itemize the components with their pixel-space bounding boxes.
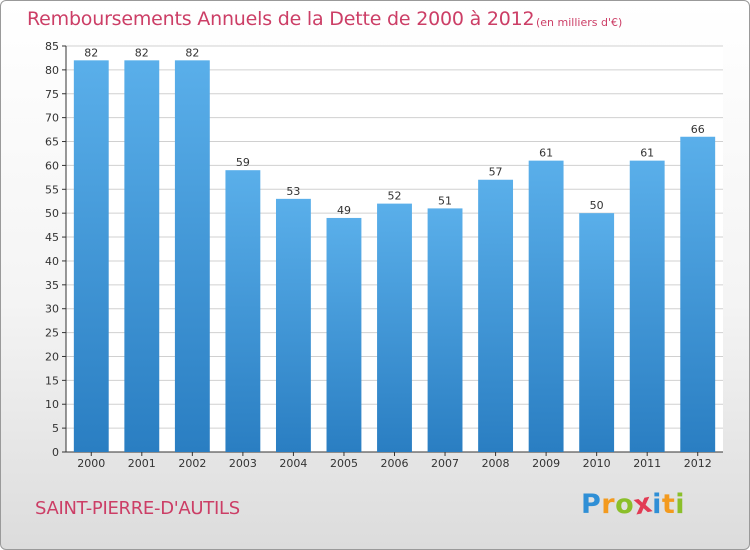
proxiti-logo: Proxiti	[581, 487, 686, 521]
x-tick-label: 2009	[532, 457, 560, 470]
y-tick-label: 75	[45, 88, 59, 101]
y-tick-label: 50	[45, 207, 59, 220]
x-tick-label: 2011	[633, 457, 661, 470]
data-label: 66	[691, 123, 705, 136]
bar	[377, 203, 412, 452]
bar	[326, 217, 362, 452]
y-tick-label: 60	[45, 159, 59, 172]
logo-letter: r	[601, 489, 616, 520]
data-label: 61	[640, 147, 654, 160]
data-label: 51	[438, 194, 452, 207]
y-tick-label: 70	[45, 112, 59, 125]
y-tick-label: 10	[45, 398, 59, 411]
y-tick-label: 30	[45, 303, 59, 316]
data-label: 50	[590, 199, 604, 212]
x-tick-label: 2010	[583, 457, 611, 470]
data-label: 82	[135, 46, 149, 59]
x-tick-label: 2001	[128, 457, 156, 470]
x-tick-label: 2008	[482, 457, 510, 470]
x-tick-label: 2000	[77, 457, 105, 470]
data-label: 59	[236, 156, 250, 169]
bar	[478, 179, 514, 452]
y-tick-label: 55	[45, 183, 59, 196]
x-tick-label: 2002	[178, 457, 206, 470]
y-tick-label: 65	[45, 136, 59, 149]
x-tick-label: 2007	[431, 457, 459, 470]
logo-letter: o	[615, 489, 635, 520]
data-label: 82	[84, 46, 98, 59]
x-tick-label: 2004	[279, 457, 307, 470]
y-tick-label: 15	[45, 374, 59, 387]
bar	[427, 208, 463, 452]
y-tick-label: 35	[45, 279, 59, 292]
bar	[528, 160, 564, 452]
y-tick-label: 45	[45, 231, 59, 244]
bar	[73, 60, 109, 453]
y-tick-label: 25	[45, 327, 59, 340]
data-label: 49	[337, 204, 351, 217]
x-tick-label: 2005	[330, 457, 358, 470]
chart-title: Remboursements Annuels de la Dette de 20…	[27, 8, 535, 30]
logo-letter: P	[581, 489, 602, 520]
y-tick-label: 20	[45, 350, 59, 363]
bar	[275, 198, 311, 452]
y-tick-label: 80	[45, 64, 59, 77]
x-tick-label: 2006	[381, 457, 409, 470]
bar	[174, 60, 210, 453]
y-tick-label: 40	[45, 255, 59, 268]
data-label: 53	[286, 185, 300, 198]
x-tick-label: 2012	[684, 457, 712, 470]
y-tick-label: 5	[52, 422, 59, 435]
bar	[680, 136, 716, 453]
logo-letter: t	[661, 489, 676, 520]
bar	[579, 213, 615, 452]
x-tick-label: 2003	[229, 457, 257, 470]
bar	[225, 170, 261, 452]
logo-letter: i	[675, 489, 686, 520]
logo-letter: i	[652, 489, 662, 520]
data-label: 61	[539, 147, 553, 160]
bar	[629, 160, 665, 452]
data-label: 57	[489, 166, 503, 179]
commune-name: SAINT-PIERRE-D'AUTILS	[35, 498, 240, 519]
y-tick-label: 0	[52, 446, 59, 459]
data-label: 52	[388, 190, 402, 203]
y-tick-label: 85	[45, 40, 59, 53]
chart-subtitle: (en milliers d'€)	[536, 16, 623, 29]
data-label: 82	[185, 46, 199, 59]
bar	[124, 60, 160, 453]
